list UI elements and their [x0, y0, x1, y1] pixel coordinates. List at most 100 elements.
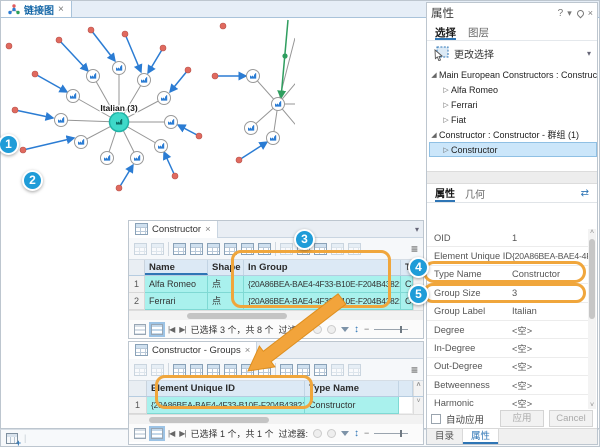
delete-selection-icon[interactable]: [241, 242, 254, 255]
first-record-icon[interactable]: |◀: [168, 324, 175, 334]
last-record-icon[interactable]: ▶|: [179, 428, 186, 438]
tab-geometry[interactable]: 几何: [465, 189, 485, 201]
row-height-slider[interactable]: [374, 429, 409, 437]
selection-filter-icon[interactable]: [341, 430, 349, 436]
field-add-icon[interactable]: [134, 242, 147, 255]
related-zoom-icon[interactable]: [297, 242, 310, 255]
chevron-down-icon[interactable]: ▾: [567, 7, 572, 18]
column-header-type[interactable]: Type Name: [401, 260, 413, 275]
add-to-table-icon[interactable]: [6, 432, 21, 447]
tab-link-chart[interactable]: 链接图 ×: [1, 1, 72, 17]
range-filter-icon[interactable]: [327, 428, 336, 438]
grid-row-out-degree[interactable]: Out-Degree <空>: [427, 358, 588, 377]
related-list-icon[interactable]: [331, 363, 344, 376]
table-row[interactable]: 2 Ferrari 点 {20A86BEA-BAE4-4F33-B10E-F20…: [129, 293, 423, 310]
grid-row-betweenness[interactable]: Betweenness <空>: [427, 376, 588, 395]
tree-group-constructors[interactable]: ◢ Main European Constructors : Construct…: [431, 69, 597, 80]
related-delete-icon[interactable]: [348, 363, 361, 376]
zoom-to-selection-icon[interactable]: [190, 242, 203, 255]
sort-swap-icon[interactable]: ↕: [354, 323, 359, 335]
scrollbar-down[interactable]: ˅: [413, 397, 423, 414]
cell-element-unique-id[interactable]: {20A86BEA-BAE4-4F33-B10E-F204B43821EA}: [147, 397, 305, 414]
tab-attributes[interactable]: 属性: [435, 185, 455, 202]
close-icon[interactable]: ×: [205, 223, 211, 235]
clear-selection-icon[interactable]: [224, 242, 237, 255]
tree-group-constructor-group[interactable]: ◢ Constructor : Constructor - 群组 (1): [431, 130, 580, 140]
table-row[interactable]: 1 Alfa Romeo 点 {20A86BEA-BAE4-4F33-B10E-…: [129, 276, 423, 293]
scrollbar-up[interactable]: ˄: [413, 260, 423, 275]
chevron-down-icon[interactable]: ▾: [414, 224, 419, 234]
related-list-icon[interactable]: [331, 242, 344, 255]
field-calculate-icon[interactable]: [151, 242, 164, 255]
pin-icon[interactable]: [575, 8, 586, 18]
cell-type-name[interactable]: Constructor: [305, 397, 399, 414]
zoom-out-icon[interactable]: −: [364, 324, 370, 334]
row-height-slider[interactable]: [374, 325, 409, 333]
first-record-icon[interactable]: |◀: [168, 428, 175, 438]
select-by-attributes-icon[interactable]: [173, 242, 186, 255]
vertical-scrollbar[interactable]: ˄ ˅: [588, 229, 596, 409]
table-menu-icon[interactable]: ≡: [410, 362, 418, 377]
zoom-to-selection-icon[interactable]: [190, 363, 203, 376]
toggle-view-icon[interactable]: ⇄: [580, 187, 589, 199]
scrollbar-up[interactable]: ˄: [413, 381, 423, 396]
tree-item-constructor-selected[interactable]: ▷ Constructor: [429, 142, 597, 157]
related-zoom-icon[interactable]: [297, 363, 310, 376]
clear-selection-icon[interactable]: [224, 363, 237, 376]
column-header-element-unique-id[interactable]: Element Unique ID: [147, 381, 305, 396]
selection-filter-icon[interactable]: [341, 326, 349, 332]
highlight-icon[interactable]: [280, 242, 293, 255]
close-icon[interactable]: ×: [587, 8, 593, 18]
column-header-type-name[interactable]: Type Name: [305, 381, 399, 396]
change-selection-button[interactable]: 更改选择 ▾: [427, 41, 597, 65]
grid-row-element-unique-id[interactable]: Element Unique ID{20A86BEA-BAE4-4F33-B10…: [427, 247, 588, 266]
related-copy-icon[interactable]: [280, 363, 293, 376]
cell-shape[interactable]: 点: [208, 293, 244, 310]
time-filter-icon[interactable]: [313, 324, 322, 334]
horizontal-scrollbar[interactable]: [129, 414, 423, 424]
tab-catalog[interactable]: 目录: [435, 431, 455, 442]
row-number[interactable]: 1: [129, 397, 147, 414]
last-record-icon[interactable]: ▶|: [179, 324, 186, 334]
cell-in-group[interactable]: {20A86BEA-BAE4-4F33-B10E-F204B43821EA}: [244, 276, 401, 293]
switch-selection-icon[interactable]: [207, 363, 220, 376]
cell-name[interactable]: Ferrari: [145, 293, 208, 310]
time-filter-icon[interactable]: [313, 428, 322, 438]
grid-row-oid[interactable]: OID 1: [427, 229, 588, 248]
table-menu-icon[interactable]: ≡: [410, 241, 418, 256]
column-header-name[interactable]: Name: [145, 260, 208, 275]
column-header-in-group[interactable]: In Group: [244, 260, 401, 275]
tab-selection[interactable]: 选择: [435, 27, 456, 40]
apply-button[interactable]: 应用: [500, 410, 544, 427]
panel-splitter[interactable]: [427, 171, 597, 184]
switch-selection-icon[interactable]: [207, 242, 220, 255]
table-view-icon[interactable]: [134, 427, 146, 439]
paste-rows-icon[interactable]: [258, 363, 271, 376]
tree-item-fiat[interactable]: ▷ Fiat: [443, 114, 467, 125]
related-delete-icon[interactable]: [348, 242, 361, 255]
close-icon[interactable]: ×: [58, 3, 64, 15]
cell-shape[interactable]: 点: [208, 276, 244, 293]
help-icon[interactable]: ?: [557, 7, 564, 19]
horizontal-scrollbar[interactable]: [129, 310, 423, 320]
row-number[interactable]: 1: [129, 276, 145, 293]
grid-row-harmonic[interactable]: Harmonic <空>: [427, 395, 588, 409]
related-switch-icon[interactable]: [314, 242, 327, 255]
field-calculate-icon[interactable]: [151, 363, 164, 376]
grid-row-in-degree[interactable]: In-Degree <空>: [427, 339, 588, 358]
related-switch-icon[interactable]: [314, 363, 327, 376]
grid-row-type-name[interactable]: Type Name Constructor: [427, 266, 588, 285]
auto-apply-checkbox[interactable]: [431, 413, 441, 424]
corner-cell[interactable]: [129, 260, 145, 275]
copy-rows-icon[interactable]: [258, 242, 271, 255]
scrollbar-down[interactable]: ˅: [413, 293, 423, 310]
cell-in-group[interactable]: {20A86BEA-BAE4-4F33-B10E-F204B43821EA}: [244, 293, 401, 310]
group-node-italian[interactable]: [108, 111, 130, 133]
tree-item-alfa-romeo[interactable]: ▷ Alfa Romeo: [443, 84, 499, 95]
entity-nodes[interactable]: [54, 61, 285, 165]
range-filter-icon[interactable]: [327, 324, 336, 334]
table-row[interactable]: 1 {20A86BEA-BAE4-4F33-B10E-F204B43821EA}…: [129, 397, 423, 414]
attribute-view-icon[interactable]: [149, 321, 165, 337]
field-add-icon[interactable]: [134, 363, 147, 376]
close-icon[interactable]: ×: [244, 344, 251, 356]
